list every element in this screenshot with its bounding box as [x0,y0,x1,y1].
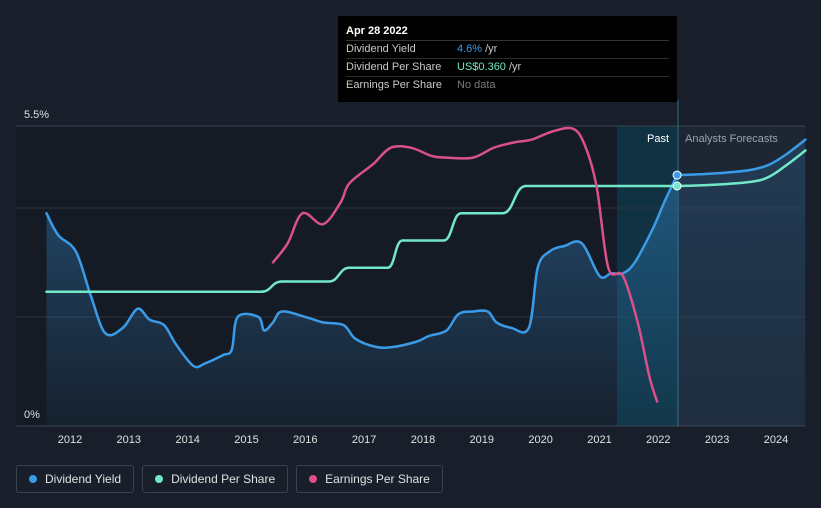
tooltip-row-dividend-yield: Dividend Yield 4.6% /yr [346,41,669,59]
y-tick-top: 5.5% [24,109,49,121]
legend-label: Dividend Yield [45,472,122,486]
x-tick-label: 2016 [293,434,317,446]
x-tick-label: 2021 [587,434,611,446]
dividend-yield-forecast-line [675,138,807,177]
legend-dot-icon [29,475,37,483]
dividend-yield-line [45,173,679,369]
y-tick-zero: 0% [24,409,40,421]
tooltip-value: US$0.360 [457,61,506,73]
tooltip-row-dividend-per-share: Dividend Per Share US$0.360 /yr [346,59,669,77]
legend-dot-icon [155,475,164,483]
tooltip-value: No data [457,79,496,91]
tooltip-unit: /yr [485,43,498,55]
x-tick-label: 2017 [352,434,376,446]
x-tick-label: 2018 [411,434,435,446]
tooltip-value: 4.6% [457,43,483,55]
x-tick-label: 2015 [234,434,258,446]
x-tick-label: 2024 [764,434,788,446]
tooltip-unit: /yr [508,61,522,73]
past-label: Past [647,133,669,145]
dividend-yield-area [46,175,678,426]
legend-dot-icon [309,475,318,483]
x-tick-label: 2022 [646,434,670,446]
legend: Dividend Yield Dividend Per Share Earnin… [16,465,443,493]
dividend-per-share-line [45,184,679,294]
earnings-per-share-line [271,126,659,403]
x-tick-label: 2020 [528,434,552,446]
dividend-per-share-forecast-line [675,149,807,188]
legend-dividend-per-share[interactable]: Dividend Per Share [142,465,289,493]
tooltip-label: Dividend Per Share [346,61,442,73]
dividend-per-share-marker [672,181,682,191]
forecast-label: Analysts Forecasts [685,133,778,145]
legend-earnings-per-share[interactable]: Earnings Per Share [296,465,443,493]
legend-label: Earnings Per Share [325,472,430,486]
x-tick-label: 2014 [175,434,199,446]
dividend-yield-marker [672,170,682,180]
x-tick-label: 2023 [705,434,729,446]
dividend-yield-forecast-area [677,139,806,426]
tooltip-date: Apr 28 2022 [346,23,669,41]
tooltip-label: Earnings Per Share [346,79,442,91]
tooltip: Apr 28 2022 Dividend Yield 4.6% /yr Divi… [338,16,677,102]
x-tick-label: 2013 [117,434,141,446]
legend-dividend-yield[interactable]: Dividend Yield [16,465,135,493]
legend-label: Dividend Per Share [171,472,276,486]
x-tick-label: 2019 [470,434,494,446]
tooltip-label: Dividend Yield [346,43,416,55]
tooltip-row-earnings-per-share: Earnings Per Share No data [346,77,669,94]
x-tick-label: 2012 [58,434,82,446]
